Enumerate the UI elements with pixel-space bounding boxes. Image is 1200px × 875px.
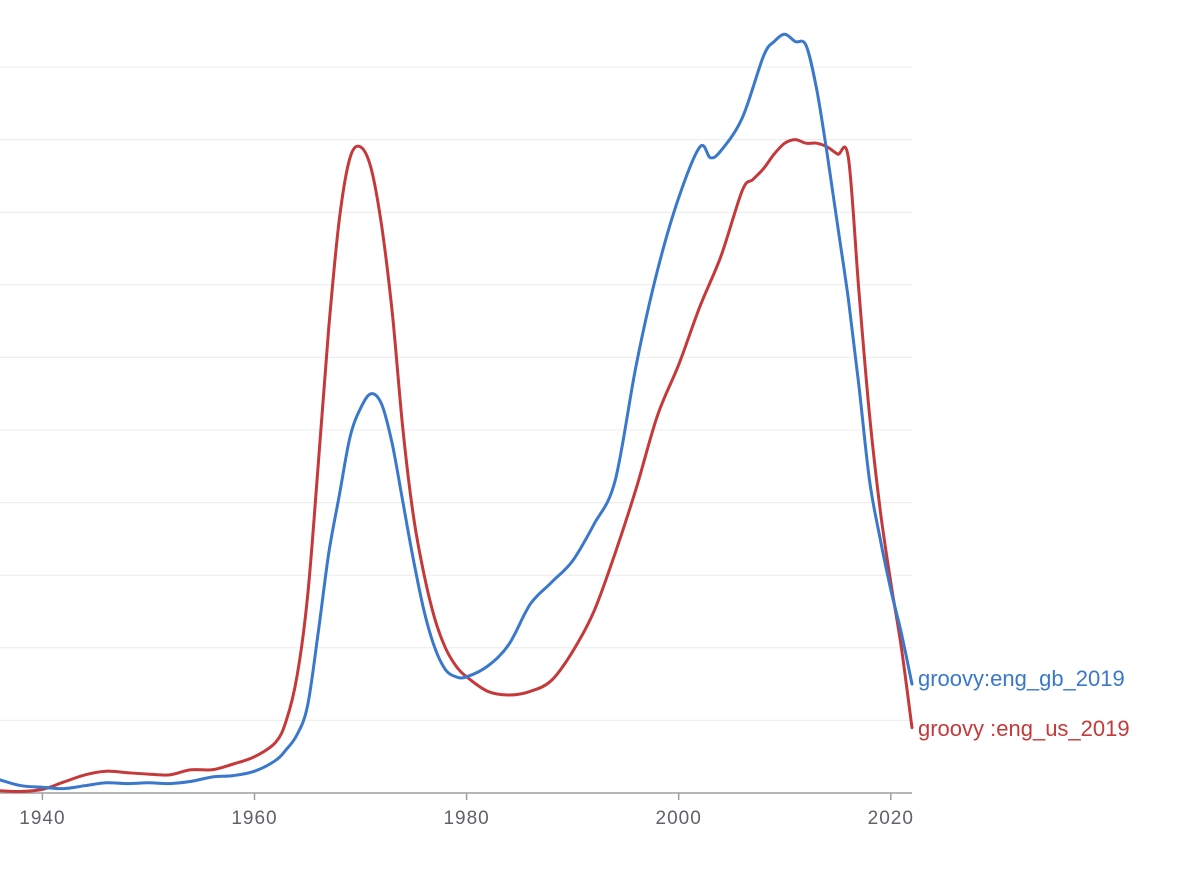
- series-lines: [0, 32, 914, 794]
- gridlines: [0, 66, 912, 721]
- series-label: groovy :eng_us_2019: [918, 716, 1130, 741]
- series-line: [0, 138, 914, 794]
- x-tick-label: 2000: [656, 808, 702, 829]
- x-tick-label: 2020: [868, 808, 914, 829]
- x-tick-label: 1960: [231, 808, 277, 829]
- x-tick-label: 1980: [443, 808, 489, 829]
- x-axis: 1940 1960 1980 2000 2020: [0, 792, 914, 829]
- x-tick-label: 1940: [19, 808, 65, 829]
- series-line: [0, 32, 914, 791]
- series-label: groovy:eng_gb_2019: [918, 666, 1125, 691]
